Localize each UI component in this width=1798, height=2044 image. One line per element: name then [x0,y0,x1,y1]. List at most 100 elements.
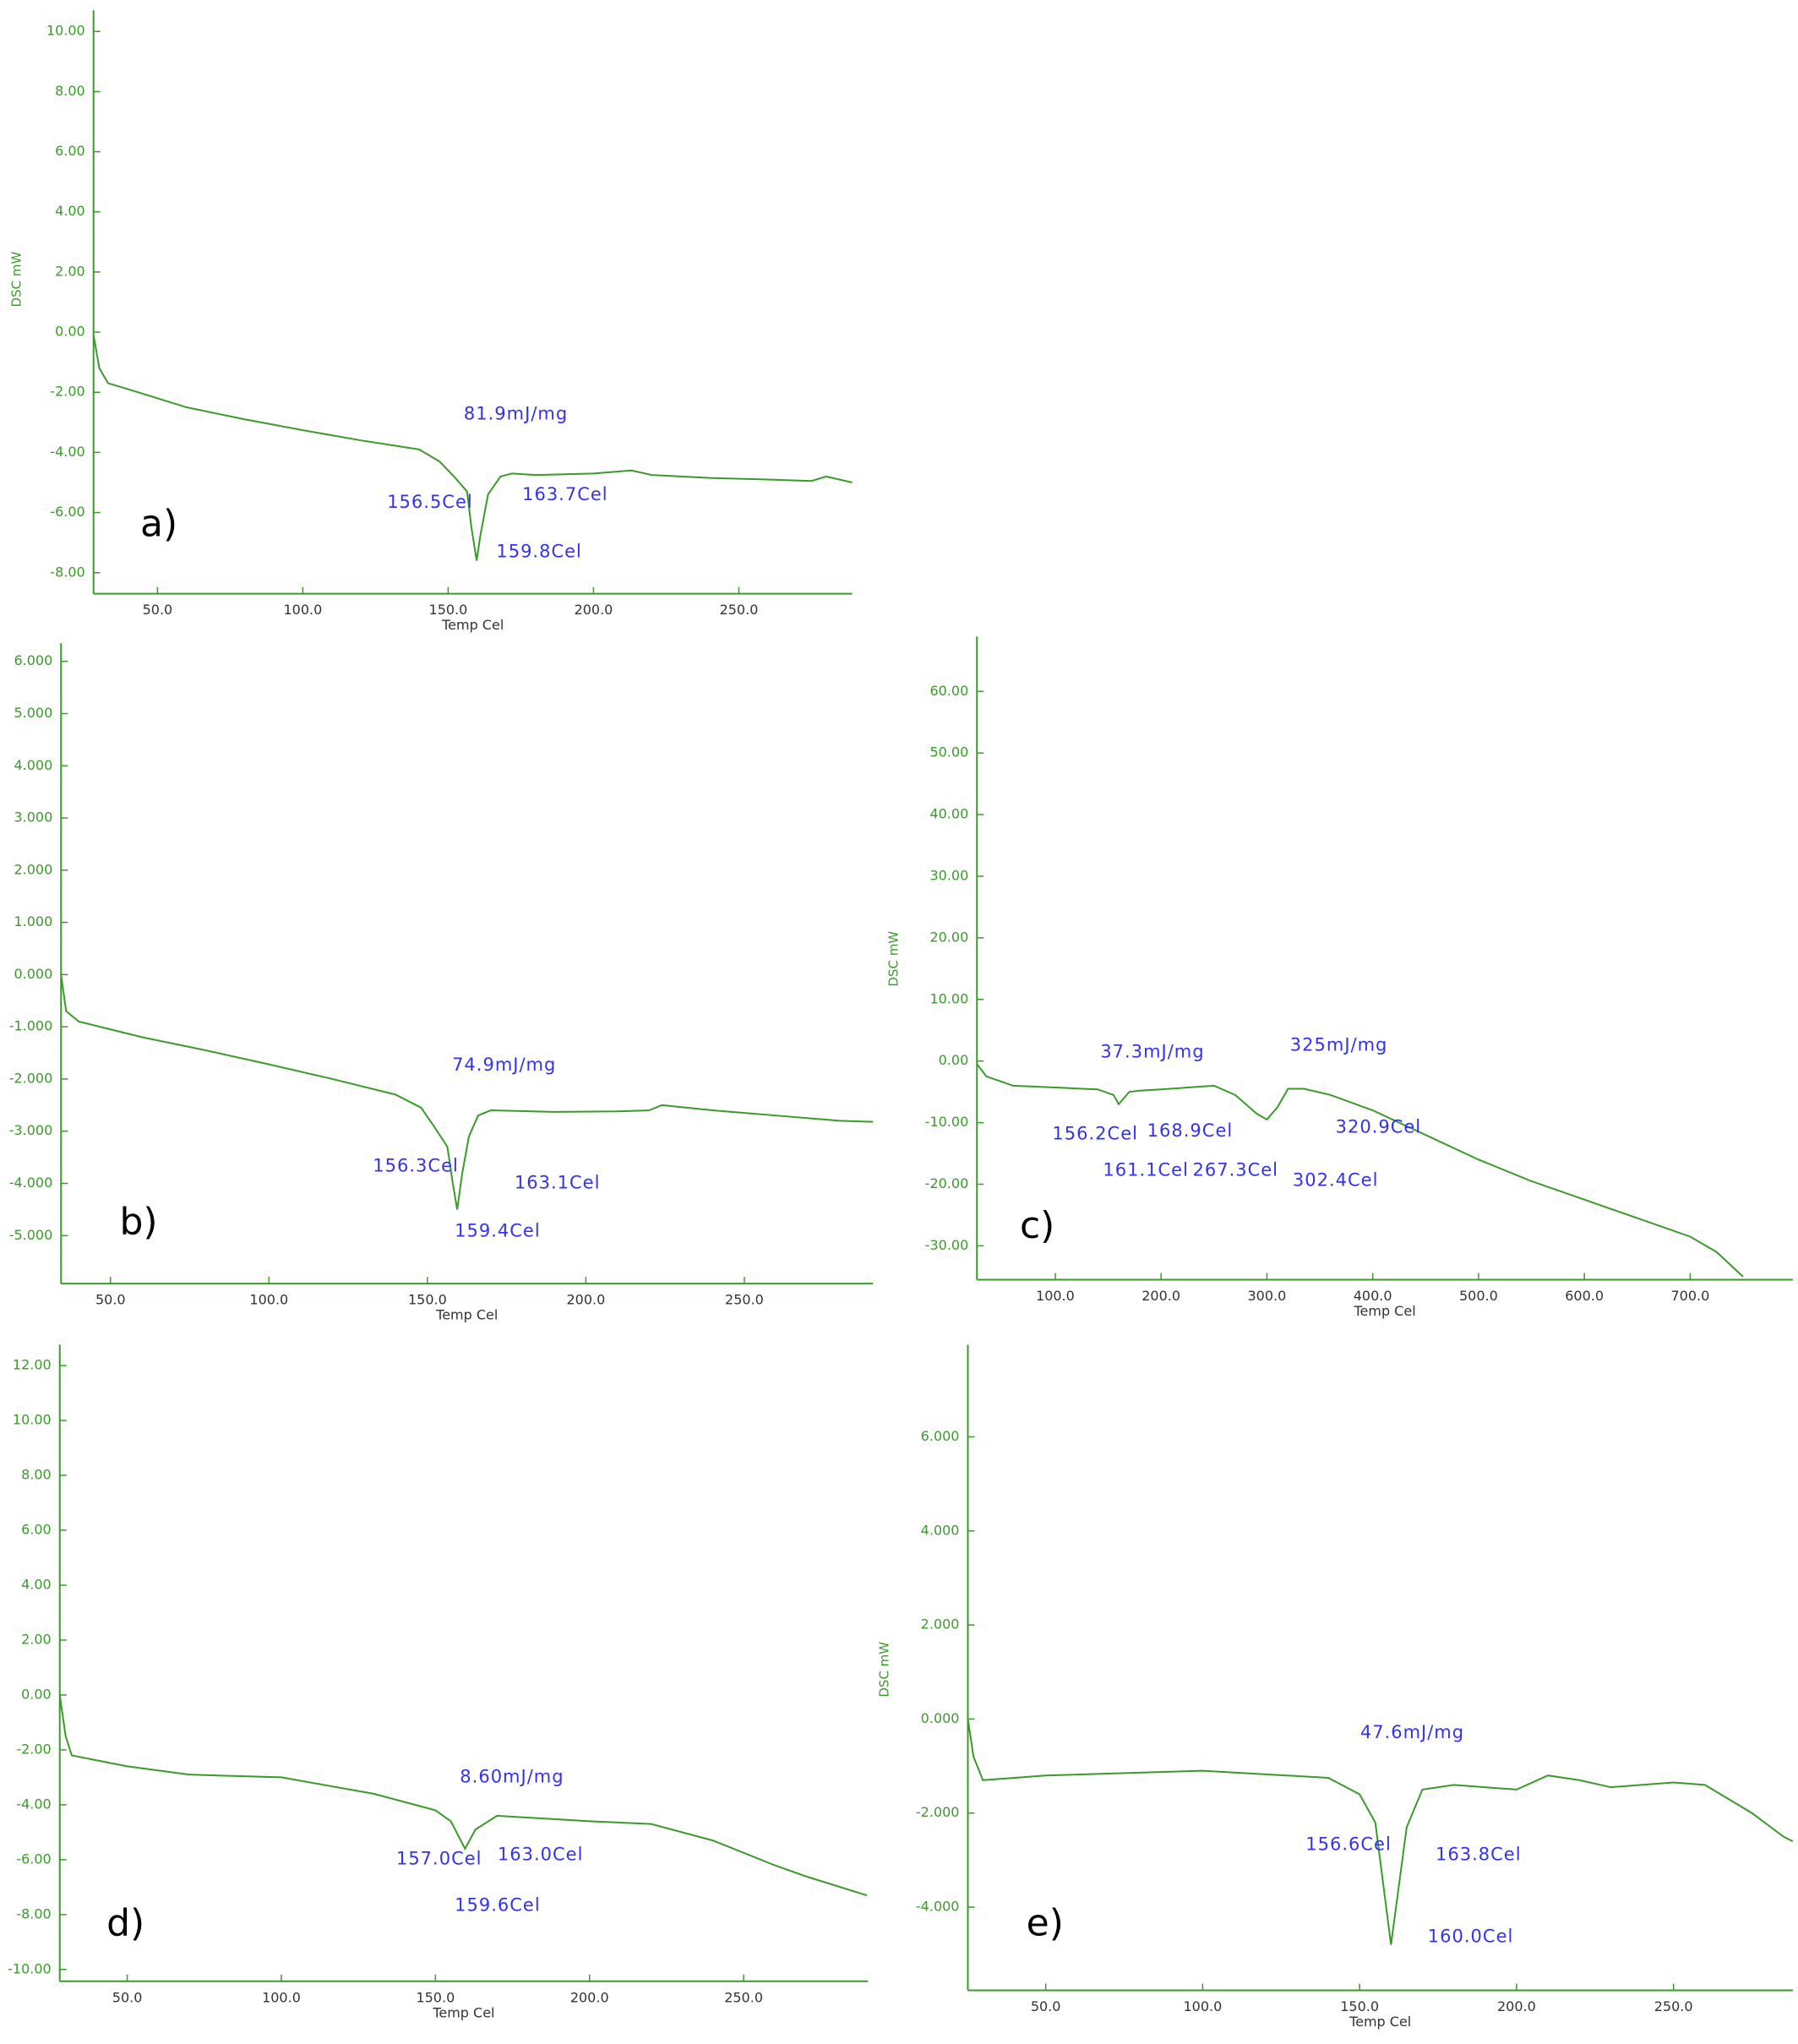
x-axis-label: Temp Cel [1353,1303,1415,1319]
x-tick-label: 250.0 [1654,1998,1693,2014]
y-tick-label: -2.00 [50,384,84,400]
y-tick-label: 1.000 [14,913,52,929]
x-tick-label: 150.0 [1340,1998,1379,2014]
annotation: 163.1Cel [515,1173,601,1193]
annotation: 47.6mJ/mg [1360,1722,1464,1742]
x-tick-label: 200.0 [570,1989,609,2005]
y-tick-label: 4.00 [55,203,85,219]
x-tick-label: 250.0 [725,1292,764,1308]
y-tick-label: -6.00 [50,504,84,520]
y-tick-label: -10.00 [8,1960,52,1976]
y-tick-label: -30.00 [925,1237,969,1253]
x-tick-label: 200.0 [567,1292,606,1308]
y-tick-label: -5.000 [9,1227,53,1243]
x-tick-label: 100.0 [284,602,323,618]
panel-label: e) [1027,1902,1064,1945]
x-tick-label: 100.0 [262,1989,301,2005]
y-tick-label: 6.00 [55,143,85,159]
y-tick-label: 0.00 [939,1052,969,1068]
y-tick-label: -2.00 [16,1741,51,1757]
x-tick-label: 250.0 [720,602,759,618]
y-tick-label: -4.000 [916,1899,960,1915]
x-axis-label: Temp Cel [435,1307,498,1323]
dsc-curve [976,1063,1744,1278]
dsc-curve [60,974,874,1210]
y-tick-label: -2.000 [916,1804,960,1820]
y-axis-label: DSC mW [8,252,24,308]
y-tick-label: 4.000 [921,1522,960,1538]
y-tick-label: 30.00 [929,867,968,883]
x-tick-label: 50.0 [143,602,173,618]
annotation: 320.9Cel [1336,1117,1422,1137]
x-tick-label: 50.0 [112,1989,143,2005]
y-tick-label: 8.00 [21,1467,52,1483]
x-axis-label: Temp Cel [432,2004,494,2020]
y-tick-label: 0.00 [55,324,85,340]
annotation: 168.9Cel [1147,1120,1234,1141]
x-tick-label: 250.0 [724,1989,763,2005]
y-tick-label: -2.000 [9,1070,53,1086]
y-axis-label: DSC mW [885,931,901,987]
x-tick-label: 400.0 [1354,1288,1392,1304]
annotation: 302.4Cel [1293,1170,1379,1191]
y-tick-label: -4.00 [50,444,84,460]
y-tick-label: 40.00 [929,806,968,822]
annotation: 37.3mJ/mg [1100,1041,1204,1061]
x-tick-label: 700.0 [1670,1288,1709,1304]
y-tick-label: -4.000 [9,1175,53,1191]
y-tick-label: 0.00 [21,1686,52,1702]
y-tick-label: 8.00 [55,83,85,99]
annotation: 159.8Cel [496,541,582,561]
y-tick-label: 60.00 [929,683,968,699]
y-tick-label: 10.00 [929,990,968,1006]
annotation: 163.0Cel [498,1845,584,1865]
annotation: 160.0Cel [1428,1927,1514,1947]
dsc-curve [58,1694,868,1897]
annotation: 156.6Cel [1305,1834,1392,1854]
x-axis-label: Temp Cel [1348,2014,1411,2030]
annotation: 156.2Cel [1052,1123,1138,1143]
y-tick-label: 12.00 [13,1357,52,1373]
x-tick-label: 100.0 [249,1292,288,1308]
x-tick-label: 100.0 [1183,1998,1222,2014]
y-tick-label: -8.00 [50,564,84,580]
annotation: 8.60mJ/mg [460,1766,564,1786]
y-tick-label: 10.00 [13,1412,52,1428]
annotation: 157.0Cel [396,1848,482,1868]
x-tick-label: 50.0 [95,1292,126,1308]
annotation: 159.6Cel [455,1895,541,1916]
y-tick-label: 50.00 [929,744,968,760]
annotation: 267.3Cel [1192,1159,1278,1180]
x-tick-label: 200.0 [1497,1998,1536,2014]
x-tick-label: 200.0 [1141,1288,1180,1304]
x-tick-label: 600.0 [1565,1288,1604,1304]
annotation: 163.7Cel [522,484,608,504]
annotation: 156.5Cel [387,492,473,512]
x-axis-label: Temp Cel [441,617,504,633]
panel-label: c) [1020,1204,1054,1247]
x-tick-label: 300.0 [1248,1288,1287,1304]
x-tick-label: 150.0 [429,602,468,618]
y-tick-label: -6.00 [16,1851,51,1867]
x-tick-label: 200.0 [575,602,613,618]
y-tick-label: -20.00 [925,1175,969,1191]
dsc-curve [967,1719,1794,1945]
annotation: 325mJ/mg [1290,1035,1388,1055]
y-tick-label: 4.00 [21,1576,52,1592]
y-tick-label: 3.000 [14,809,52,826]
x-tick-label: 150.0 [416,1989,455,2005]
x-tick-label: 150.0 [408,1292,447,1308]
dsc-curve [92,335,853,561]
y-tick-label: 6.00 [21,1522,52,1538]
annotation: 156.3Cel [373,1156,459,1176]
y-tick-label: 5.000 [14,705,52,721]
y-tick-label: -4.00 [16,1796,51,1812]
annotation: 81.9mJ/mg [464,403,568,423]
x-tick-label: 50.0 [1031,1998,1061,2014]
y-axis-label: DSC mW [877,1642,892,1698]
annotation: 161.1Cel [1103,1159,1189,1180]
y-tick-label: 6.000 [921,1428,960,1444]
annotation: 163.8Cel [1436,1845,1522,1865]
y-tick-label: 0.000 [14,966,52,982]
